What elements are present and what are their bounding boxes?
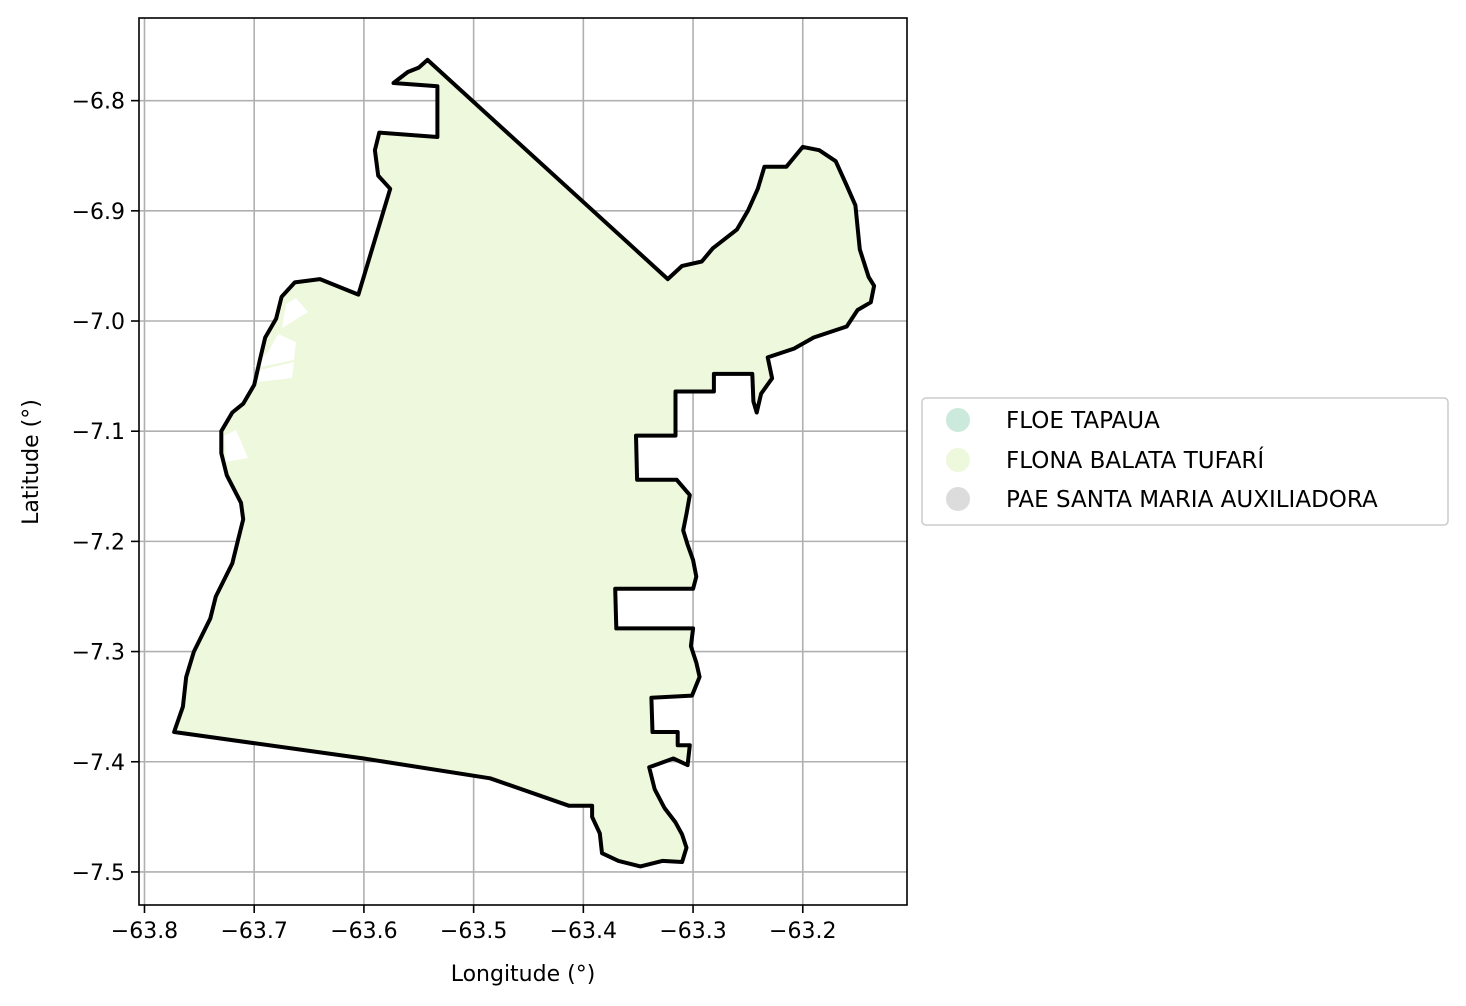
y-tick-label: −6.8 [72,90,125,115]
x-tick-label: −63.3 [659,919,726,944]
legend: FLOE TAPAUA FLONA BALATA TUFARÍ PAE SANT… [921,397,1449,526]
x-tick-label: −63.8 [111,919,178,944]
x-tick-label: −63.7 [220,919,287,944]
x-tick-label: −63.4 [550,919,617,944]
y-tick-label: −7.1 [72,420,125,445]
y-tick-label: −7.4 [72,751,125,776]
uncovered-patches [224,298,308,462]
legend-marker-pae-santa-maria-auxiliadora [946,487,970,511]
uncovered-patch [254,334,296,368]
legend-frame [921,397,1449,526]
x-tick-label: −63.2 [769,919,836,944]
flona-balata-tufari-area [174,59,875,867]
y-tick-label: −7.2 [72,530,125,555]
uncovered-patch [224,430,248,462]
plot-frame [138,17,908,906]
x-tick-label: −63.5 [440,919,507,944]
y-tick-label: −6.9 [72,200,125,225]
y-tick-label: −7.3 [72,641,125,666]
y-axis-title: Latitude (°) [19,399,44,525]
x-axis-title: Longitude (°) [451,962,596,987]
territory-boundary [172,57,877,869]
legend-marker-flona-balata-tufari [946,448,970,472]
legend-label-flona-balata-tufari: FLONA BALATA TUFARÍ [1006,446,1264,474]
y-tick-label: −7.0 [72,310,125,335]
x-axis-ticks: −63.8 −63.7 −63.6 −63.5 −63.4 −63.3 −63.2 [111,905,836,944]
y-tick-label: −7.5 [72,861,125,886]
x-tick-label: −63.6 [330,919,397,944]
legend-label-floe-tapaua: FLOE TAPAUA [1006,408,1160,434]
legend-label-pae-santa-maria-auxiliadora: PAE SANTA MARIA AUXILIADORA [1006,487,1378,513]
y-axis-ticks: −6.8 −6.9 −7.0 −7.1 −7.2 −7.3 −7.4 −7.5 [72,90,139,886]
legend-marker-floe-tapaua [946,408,970,432]
uncovered-patch [282,298,308,328]
uncovered-patch [258,362,294,382]
